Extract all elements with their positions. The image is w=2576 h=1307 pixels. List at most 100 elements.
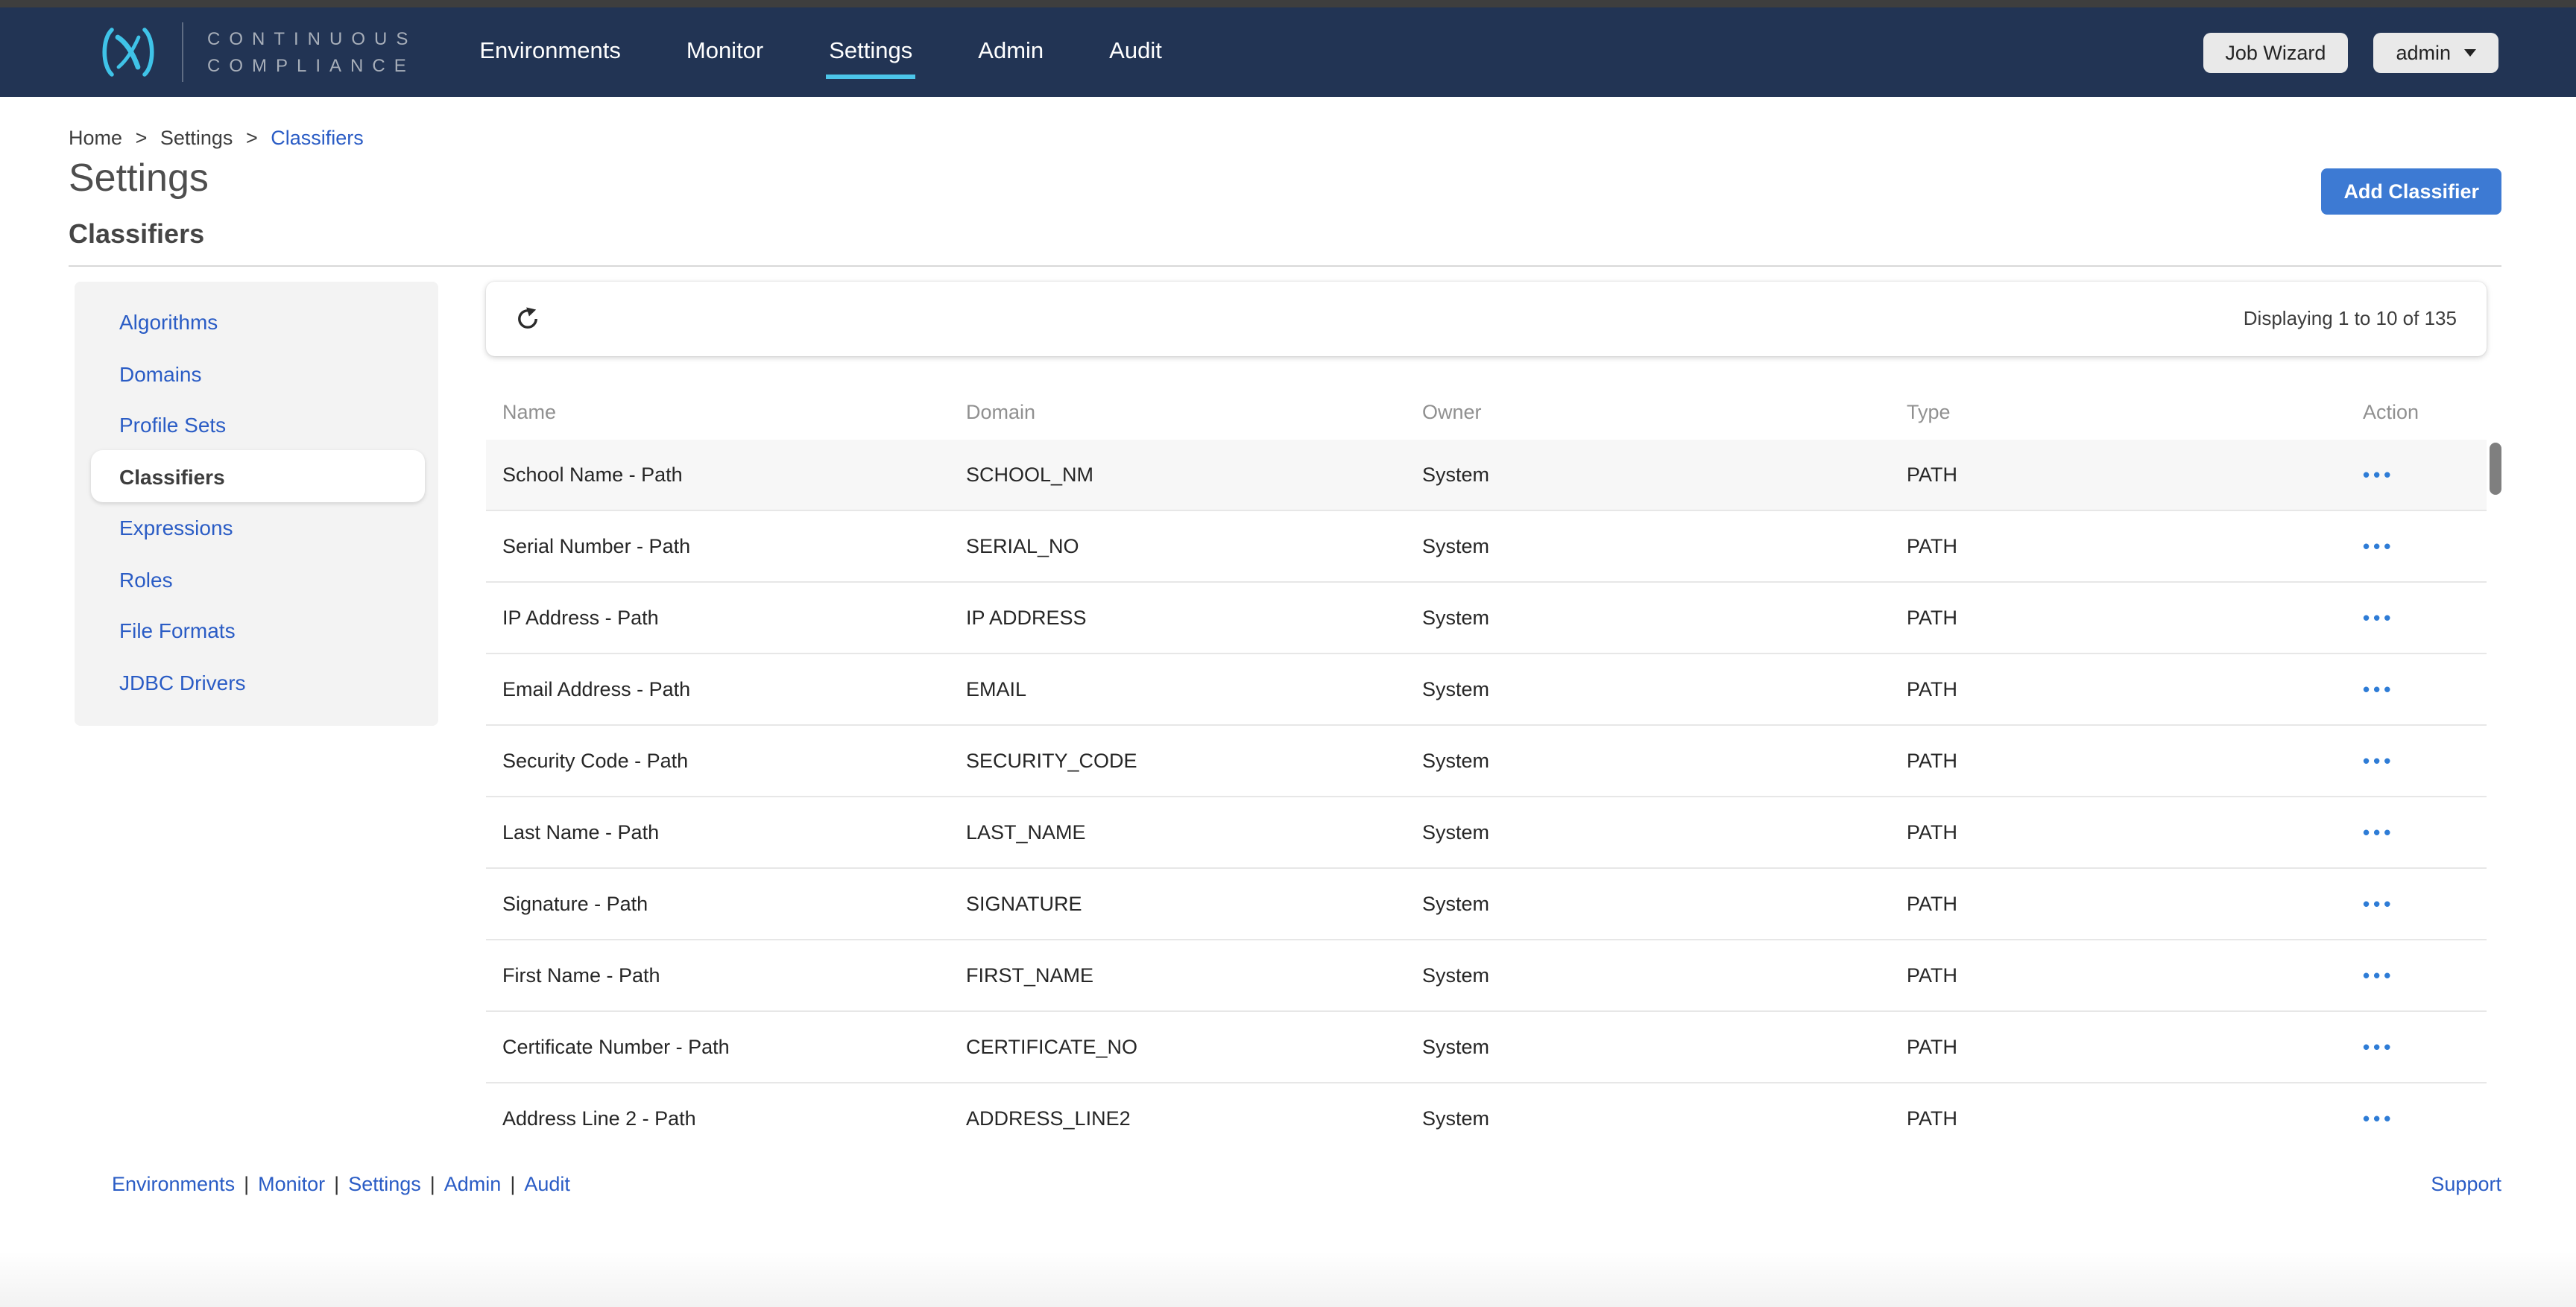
table-row[interactable]: Certificate Number - Path CERTIFICATE_NO… — [486, 1012, 2487, 1083]
sidebar-item-profile-sets[interactable]: Profile Sets — [119, 413, 227, 437]
row-actions-menu-icon[interactable]: ••• — [2363, 963, 2395, 987]
chevron-down-icon — [2464, 48, 2476, 56]
table-scrollbar-thumb[interactable] — [2490, 442, 2501, 495]
brand: CONTINUOUS COMPLIANCE — [95, 22, 417, 82]
cell-name: Last Name - Path — [502, 820, 660, 844]
tab-monitor[interactable]: Monitor — [686, 39, 764, 64]
section-divider — [69, 265, 2501, 267]
table-row[interactable]: IP Address - Path IP ADDRESS System PATH… — [486, 583, 2487, 654]
column-header-domain[interactable]: Domain — [966, 401, 1036, 424]
column-header-name[interactable]: Name — [502, 401, 557, 424]
row-actions-menu-icon[interactable]: ••• — [2363, 677, 2395, 700]
support-link[interactable]: Support — [2431, 1172, 2501, 1195]
breadcrumb-settings[interactable]: Settings — [160, 127, 233, 149]
table-row[interactable]: Address Line 2 - Path ADDRESS_LINE2 Syst… — [486, 1083, 2487, 1155]
cell-owner: System — [1422, 1107, 1490, 1130]
sidebar-item-roles[interactable]: Roles — [119, 567, 173, 592]
cell-name: Certificate Number - Path — [502, 1035, 730, 1058]
table-row[interactable]: First Name - Path FIRST_NAME System PATH… — [486, 940, 2487, 1012]
cell-owner: System — [1422, 677, 1490, 700]
cell-type: PATH — [1907, 749, 1958, 772]
cell-name: School Name - Path — [502, 463, 683, 486]
cell-owner: System — [1422, 820, 1490, 844]
add-classifier-button[interactable]: Add Classifier — [2321, 168, 2501, 215]
table-toolbar: Displaying 1 to 10 of 135 — [486, 281, 2487, 356]
sidebar-item-domains[interactable]: Domains — [119, 361, 202, 386]
table-row[interactable]: School Name - Path SCHOOL_NM System PATH… — [486, 439, 2487, 511]
breadcrumb-home[interactable]: Home — [69, 127, 123, 149]
pagination-status: Displaying 1 to 10 of 135 — [2243, 307, 2457, 330]
cell-name: IP Address - Path — [502, 606, 659, 629]
sidebar-item-classifiers[interactable]: Classifiers — [91, 450, 425, 502]
cell-domain: CERTIFICATE_NO — [966, 1035, 1138, 1058]
cell-owner: System — [1422, 534, 1490, 557]
brand-name-line2: COMPLIANCE — [207, 55, 415, 76]
column-header-action: Action — [2363, 401, 2419, 424]
settings-sidebar: Algorithms Domains Profile Sets Classifi… — [75, 281, 438, 726]
cell-name: First Name - Path — [502, 963, 660, 987]
cell-domain: EMAIL — [966, 677, 1027, 700]
footer-separator: | — [244, 1172, 250, 1195]
cell-domain: FIRST_NAME — [966, 963, 1094, 987]
sidebar-item-algorithms[interactable]: Algorithms — [119, 310, 218, 335]
content-area: Algorithms Domains Profile Sets Classifi… — [75, 281, 2576, 1155]
cell-type: PATH — [1907, 963, 1958, 987]
row-actions-menu-icon[interactable]: ••• — [2363, 749, 2395, 772]
top-navigation-bar: CONTINUOUS COMPLIANCE Environments Monit… — [0, 7, 2576, 97]
cell-owner: System — [1422, 892, 1490, 915]
row-actions-menu-icon[interactable]: ••• — [2363, 1035, 2395, 1058]
tab-audit[interactable]: Audit — [1109, 39, 1162, 64]
row-actions-menu-icon[interactable]: ••• — [2363, 1107, 2395, 1130]
page-title: Settings — [69, 155, 209, 200]
table-row[interactable]: Email Address - Path EMAIL System PATH •… — [486, 654, 2487, 726]
main-nav: Environments Monitor Settings Admin Audi… — [479, 9, 1162, 95]
tab-admin[interactable]: Admin — [978, 39, 1044, 64]
cell-owner: System — [1422, 1035, 1490, 1058]
cell-type: PATH — [1907, 892, 1958, 915]
cell-name: Security Code - Path — [502, 749, 689, 772]
table-row[interactable]: Serial Number - Path SERIAL_NO System PA… — [486, 511, 2487, 583]
brand-divider — [182, 22, 183, 82]
footer-link-monitor[interactable]: Monitor — [258, 1172, 326, 1195]
column-header-type[interactable]: Type — [1907, 401, 1951, 424]
cell-type: PATH — [1907, 1035, 1958, 1058]
brand-logo-icon — [102, 28, 154, 77]
footer-link-settings[interactable]: Settings — [348, 1172, 421, 1195]
sidebar-item-jdbc-drivers[interactable]: JDBC Drivers — [119, 670, 246, 694]
cell-domain: SECURITY_CODE — [966, 749, 1137, 772]
cell-owner: System — [1422, 606, 1490, 629]
column-header-owner[interactable]: Owner — [1422, 401, 1482, 424]
row-actions-menu-icon[interactable]: ••• — [2363, 892, 2395, 915]
footer-separator: | — [510, 1172, 516, 1195]
row-actions-menu-icon[interactable]: ••• — [2363, 463, 2395, 486]
breadcrumb-classifiers[interactable]: Classifiers — [271, 127, 364, 149]
tab-settings[interactable]: Settings — [826, 9, 916, 95]
sidebar-item-file-formats[interactable]: File Formats — [119, 618, 236, 643]
footer-link-audit[interactable]: Audit — [524, 1172, 570, 1195]
job-wizard-button[interactable]: Job Wizard — [2203, 32, 2349, 72]
tab-environments[interactable]: Environments — [479, 39, 621, 64]
page-footer: Environments | Monitor | Settings | Admi… — [112, 1173, 2501, 1195]
table-row[interactable]: Security Code - Path SECURITY_CODE Syste… — [486, 726, 2487, 797]
table-row[interactable]: Last Name - Path LAST_NAME System PATH •… — [486, 797, 2487, 869]
brand-name-line1: CONTINUOUS — [207, 28, 417, 49]
row-actions-menu-icon[interactable]: ••• — [2363, 820, 2395, 844]
row-actions-menu-icon[interactable]: ••• — [2363, 534, 2395, 557]
cell-name: Signature - Path — [502, 892, 648, 915]
classifiers-panel: Displaying 1 to 10 of 135 Name Domain Ow… — [486, 281, 2501, 1155]
sidebar-item-expressions[interactable]: Expressions — [119, 516, 233, 540]
classifiers-table: School Name - Path SCHOOL_NM System PATH… — [486, 439, 2487, 1155]
row-actions-menu-icon[interactable]: ••• — [2363, 606, 2395, 629]
cell-domain: SCHOOL_NM — [966, 463, 1094, 486]
user-menu-button[interactable]: admin — [2373, 32, 2498, 72]
cell-domain: SIGNATURE — [966, 892, 1082, 915]
footer-link-environments[interactable]: Environments — [112, 1172, 236, 1195]
cell-type: PATH — [1907, 820, 1958, 844]
cell-owner: System — [1422, 749, 1490, 772]
refresh-button[interactable] — [516, 307, 540, 331]
cell-domain: IP ADDRESS — [966, 606, 1087, 629]
footer-link-admin[interactable]: Admin — [443, 1172, 502, 1195]
table-row[interactable]: Signature - Path SIGNATURE System PATH •… — [486, 869, 2487, 940]
breadcrumb: Home > Settings > Classifiers — [69, 127, 2576, 149]
